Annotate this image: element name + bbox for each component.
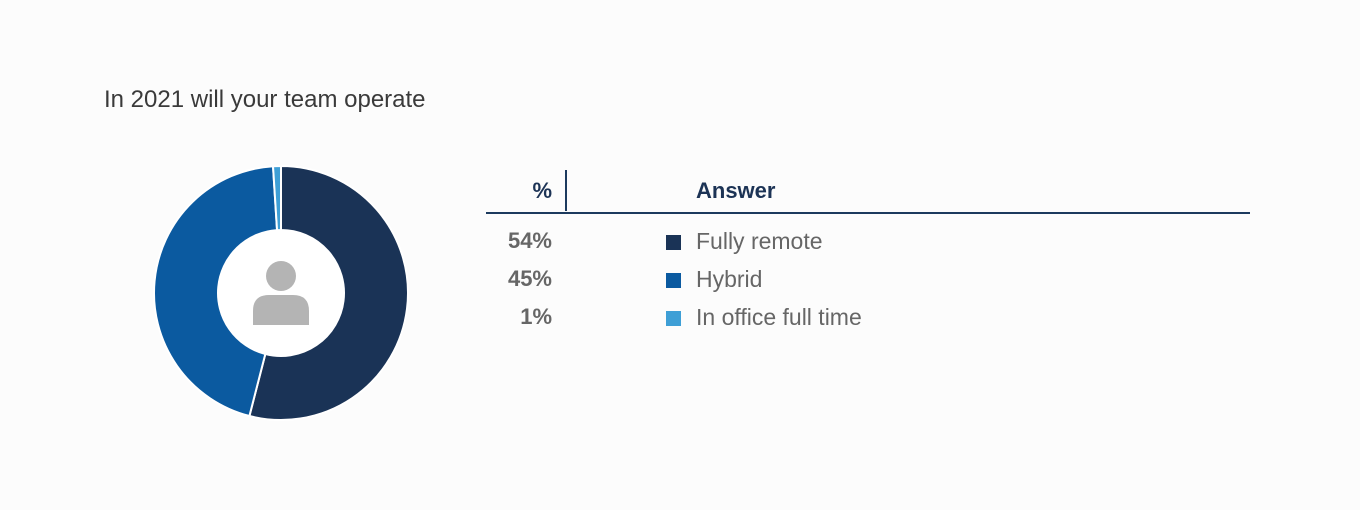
table-row: 1% In office full time — [486, 296, 1250, 334]
legend-swatch — [666, 235, 681, 250]
chart-title: In 2021 will your team operate — [104, 86, 426, 113]
legend-table: % Answer 54% Fully remote 45% Hybrid 1% … — [486, 168, 1250, 334]
answer-cell: Hybrid — [696, 266, 763, 292]
header-divider — [565, 170, 567, 211]
donut-hole — [218, 230, 344, 356]
percent-cell: 1% — [520, 304, 552, 329]
answer-cell: In office full time — [696, 304, 862, 330]
legend-swatch — [666, 273, 681, 288]
answer-cell: Fully remote — [696, 228, 823, 254]
percent-cell: 54% — [507, 228, 552, 253]
table-row: 45% Hybrid — [486, 258, 1250, 296]
percent-cell: 45% — [507, 266, 552, 291]
table-body: 54% Fully remote 45% Hybrid 1% In office… — [486, 220, 1250, 334]
donut-slice-hybrid — [153, 165, 279, 418]
legend-swatch — [666, 311, 681, 326]
donut-svg — [153, 164, 409, 421]
table-row: 54% Fully remote — [486, 220, 1250, 258]
header-percent: % — [532, 178, 552, 203]
header-answer: Answer — [696, 178, 776, 203]
person-icon — [253, 261, 309, 325]
donut-chart — [146, 162, 416, 424]
table-header: % Answer — [486, 168, 1250, 214]
